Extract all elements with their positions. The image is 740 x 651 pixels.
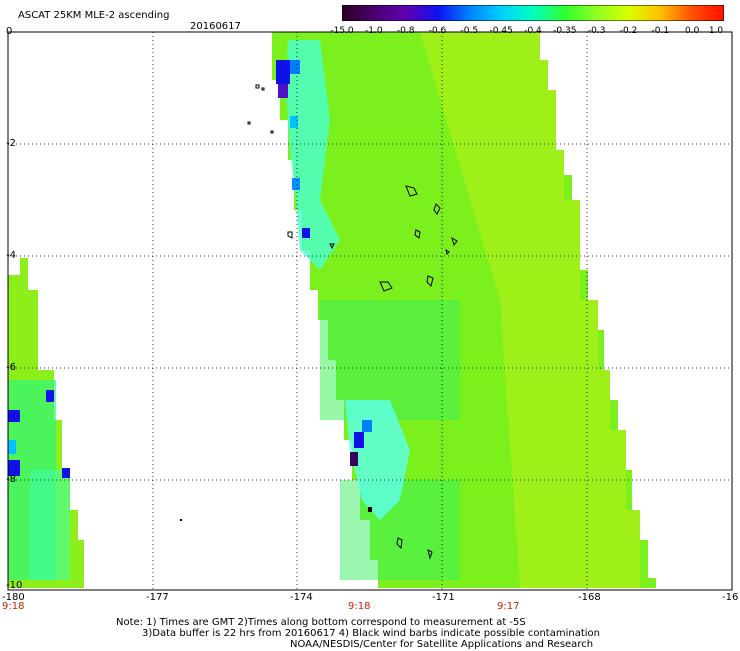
colorbar-label: -0.3 bbox=[587, 26, 606, 36]
colorbar-label: -0.2 bbox=[619, 26, 638, 36]
colorbar-label: -1.0 bbox=[365, 26, 383, 36]
map-frame bbox=[7, 31, 733, 591]
colorbar-label: -0.35 bbox=[553, 26, 577, 36]
map-title: ASCAT 25KM MLE-2 ascending bbox=[18, 10, 170, 21]
colorbar bbox=[342, 5, 724, 21]
left-swath bbox=[8, 258, 84, 588]
time-label-left: 9:18 bbox=[2, 601, 25, 612]
lat-label-6: -6 bbox=[6, 362, 16, 373]
lon-label-168: -168 bbox=[578, 592, 601, 603]
lat-label-4: -4 bbox=[6, 250, 16, 261]
colorbar-label: -0.8 bbox=[396, 26, 415, 36]
colorbar-label: -0.1 bbox=[651, 26, 670, 36]
colorbar-label: 0.0 bbox=[684, 26, 700, 36]
lat-label-10: -10 bbox=[6, 580, 23, 591]
lon-label-165: -16 bbox=[722, 592, 739, 603]
island-outlines bbox=[247, 84, 458, 560]
note-line-3: NOAA/NESDIS/Center for Satellite Applica… bbox=[290, 639, 594, 650]
time-label-mid: 9:18 bbox=[348, 601, 371, 612]
time-label-right: 9:17 bbox=[497, 601, 520, 612]
lon-label-174: -174 bbox=[290, 592, 313, 603]
lat-label-2: -2 bbox=[6, 138, 16, 149]
colorbar-label: -15.0 bbox=[330, 26, 354, 36]
note-line-1: Note: 1) Times are GMT 2)Times along bot… bbox=[116, 617, 526, 628]
lon-label-180: -180 bbox=[2, 592, 25, 603]
colorbar-label: -0.5 bbox=[460, 26, 479, 36]
note-line-2: 3)Data buffer is 22 hrs from 20160617 4)… bbox=[142, 628, 600, 639]
colorbar-label: -0.6 bbox=[428, 26, 447, 36]
colorbar-gradient bbox=[342, 5, 724, 21]
map-date: 20160617 bbox=[190, 21, 241, 32]
lon-label-171: -171 bbox=[432, 592, 455, 603]
colorbar-label: -0.4 bbox=[524, 26, 542, 36]
lat-lon-grid bbox=[8, 32, 732, 590]
lat-label-0: 0 bbox=[6, 26, 13, 37]
lat-label-8: -8 bbox=[6, 474, 16, 485]
main-swath bbox=[272, 32, 656, 588]
colorbar-label: -0.45 bbox=[489, 26, 513, 36]
lon-label-177: -177 bbox=[146, 592, 169, 603]
colorbar-label: 1.0 bbox=[708, 26, 724, 36]
